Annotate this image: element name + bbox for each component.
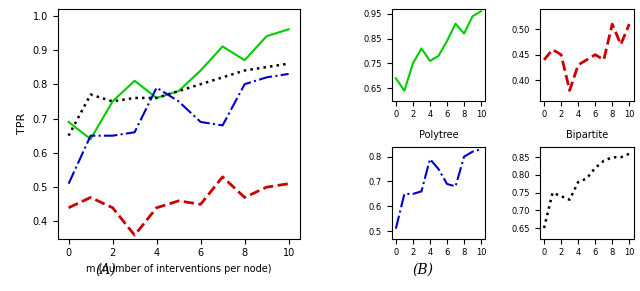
Text: (A): (A) (95, 262, 116, 276)
Title: Small-world: Small-world (558, 0, 616, 2)
X-axis label: m (number of interventions per node): m (number of interventions per node) (86, 264, 271, 274)
Title: Scale-free: Scale-free (414, 0, 463, 2)
Text: (B): (B) (412, 262, 433, 276)
Title: Bipartite: Bipartite (566, 130, 608, 140)
Y-axis label: TPR: TPR (17, 113, 27, 134)
Title: Polytree: Polytree (419, 130, 458, 140)
